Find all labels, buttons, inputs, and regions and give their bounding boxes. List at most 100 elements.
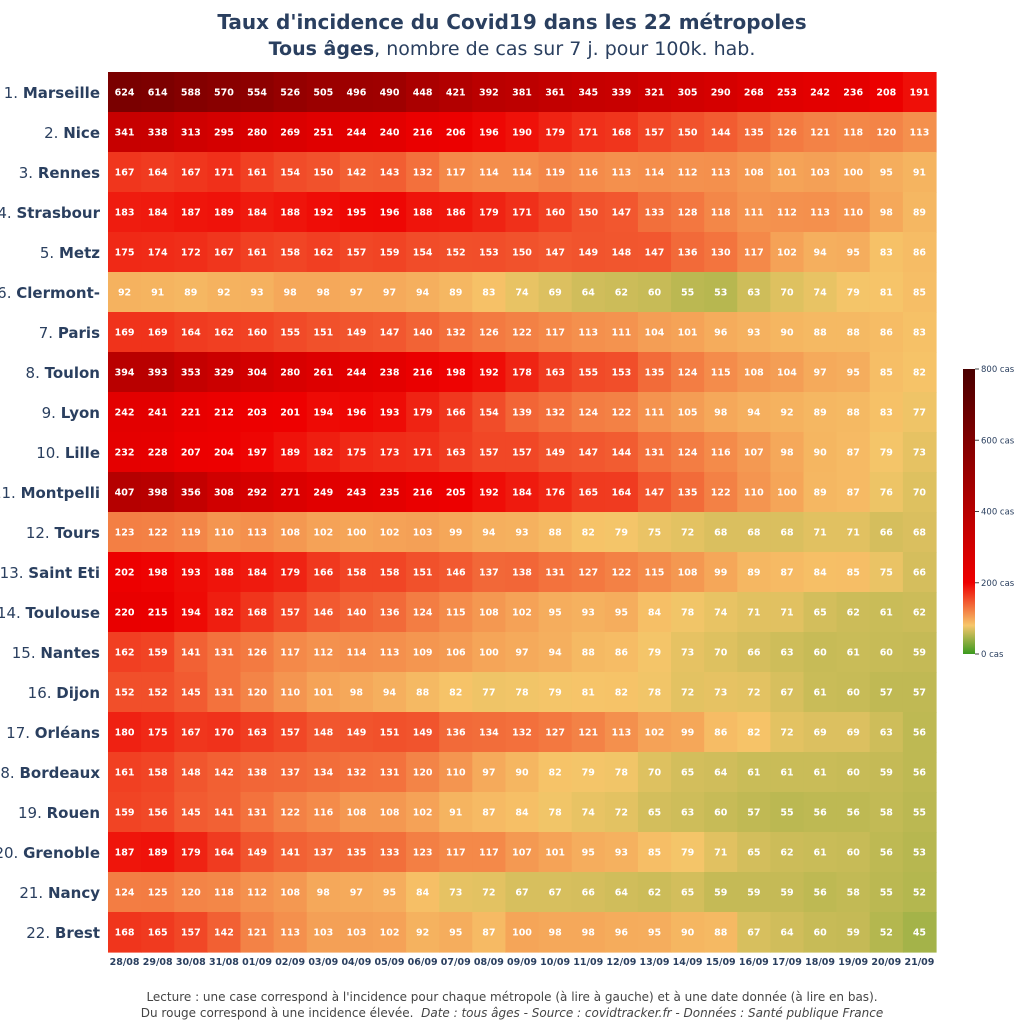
y-tick-city: Grenoble — [23, 844, 100, 862]
cell-value-label: 193 — [380, 408, 400, 419]
cell-value-label: 167 — [115, 168, 135, 179]
cell-value-label: 83 — [880, 408, 893, 419]
heatmap-cell — [803, 432, 838, 473]
heatmap-cell — [571, 392, 606, 433]
cell-value-label: 67 — [780, 688, 793, 699]
cell-value-label: 87 — [482, 808, 495, 819]
heatmap-cell — [141, 392, 175, 433]
cell-value-label: 117 — [744, 248, 764, 259]
y-tick-label: 11. Montpelli — [0, 484, 100, 502]
heatmap-cell — [372, 592, 407, 633]
heatmap-cell — [902, 472, 937, 513]
heatmap-cell — [207, 792, 242, 833]
heatmap-cell — [306, 872, 341, 913]
heatmap-cell — [836, 72, 871, 113]
heatmap-cell — [671, 632, 705, 673]
cell-value-label: 52 — [913, 888, 926, 899]
heatmap-cell — [571, 432, 606, 473]
cell-value-label: 160 — [247, 328, 267, 339]
cell-value-label: 496 — [346, 88, 366, 99]
cell-value-label: 295 — [214, 128, 234, 139]
heatmap-cell — [770, 72, 805, 113]
heatmap-cell — [902, 832, 937, 873]
cell-value-label: 141 — [280, 848, 300, 859]
cell-value-label: 108 — [280, 528, 300, 539]
heatmap-cell — [406, 832, 440, 873]
heatmap-cell — [637, 112, 672, 153]
heatmap-cell — [273, 312, 308, 353]
cell-value-label: 94 — [383, 688, 397, 699]
cell-value-label: 243 — [346, 488, 366, 499]
cell-value-label: 313 — [181, 128, 201, 139]
cell-value-label: 65 — [648, 808, 661, 819]
heatmap-cell — [704, 632, 738, 673]
heatmap-cell — [571, 832, 606, 873]
heatmap-cell — [472, 392, 507, 433]
heatmap-cell — [836, 392, 871, 433]
subtitle-rest: , nombre de cas sur 7 j. pour 100k. hab. — [374, 38, 756, 60]
heatmap-cell — [737, 232, 771, 273]
cell-value-label: 113 — [910, 128, 930, 139]
heatmap-cell — [803, 592, 838, 633]
cell-value-label: 116 — [711, 448, 731, 459]
cell-value-label: 95 — [847, 368, 860, 379]
cell-value-label: 72 — [681, 688, 694, 699]
y-tick-label: 22. Brest — [26, 924, 100, 942]
heatmap-cell — [439, 312, 473, 353]
cell-value-label: 292 — [247, 488, 267, 499]
cell-value-label: 179 — [181, 848, 201, 859]
y-tick-rank: 6. — [0, 284, 16, 302]
heatmap-cell — [505, 272, 540, 313]
x-tick-label: 21/09 — [904, 957, 934, 968]
y-tick-city: Saint Eti — [28, 564, 100, 582]
cell-value-label: 166 — [313, 568, 333, 579]
cell-value-label: 164 — [611, 488, 631, 499]
heatmap-cell — [240, 112, 275, 153]
heatmap-cell — [472, 912, 507, 953]
x-tick-label: 30/08 — [176, 957, 206, 968]
heatmap-cell — [240, 792, 275, 833]
heatmap-cell — [372, 272, 407, 313]
cell-value-label: 138 — [247, 768, 267, 779]
cell-value-label: 56 — [913, 768, 927, 779]
cell-value-label: 159 — [380, 248, 400, 259]
y-tick-rank: 11. — [0, 484, 21, 502]
cell-value-label: 98 — [780, 448, 794, 459]
heatmap-cell — [174, 272, 208, 313]
cell-value-label: 98 — [582, 928, 596, 939]
x-tick-label: 15/09 — [706, 957, 736, 968]
heatmap-cell — [372, 72, 407, 113]
cell-value-label: 60 — [847, 768, 861, 779]
x-tick-label: 06/09 — [408, 957, 438, 968]
heatmap-cell — [538, 912, 573, 953]
heatmap-cell — [472, 472, 507, 513]
heatmap-cell — [671, 832, 705, 873]
heatmap-cell — [770, 272, 805, 313]
heatmap-cell — [439, 272, 473, 313]
cell-value-label: 216 — [413, 128, 433, 139]
cell-value-label: 147 — [545, 248, 565, 259]
cell-value-label: 90 — [813, 448, 827, 459]
heatmap-cell — [637, 472, 672, 513]
cell-value-label: 79 — [549, 688, 562, 699]
cell-value-label: 165 — [148, 928, 168, 939]
heatmap-cell — [372, 512, 407, 553]
cell-value-label: 115 — [446, 608, 466, 619]
heatmap-cell — [174, 432, 208, 473]
cell-value-label: 186 — [446, 208, 466, 219]
cell-value-label: 163 — [247, 728, 267, 739]
cell-value-label: 145 — [181, 808, 201, 819]
y-tick-label: 8. Toulon — [26, 364, 100, 382]
cell-value-label: 86 — [615, 648, 629, 659]
cell-value-label: 65 — [747, 848, 760, 859]
cell-value-label: 88 — [549, 528, 563, 539]
heatmap-cell — [737, 592, 771, 633]
heatmap-cell — [869, 272, 904, 313]
heatmap-cell — [472, 232, 507, 273]
heatmap-cell — [406, 232, 440, 273]
cell-value-label: 79 — [615, 528, 628, 539]
cell-value-label: 98 — [284, 288, 298, 299]
y-tick-city: Toulouse — [26, 604, 100, 622]
cell-value-label: 393 — [148, 368, 168, 379]
cell-value-label: 179 — [545, 128, 565, 139]
